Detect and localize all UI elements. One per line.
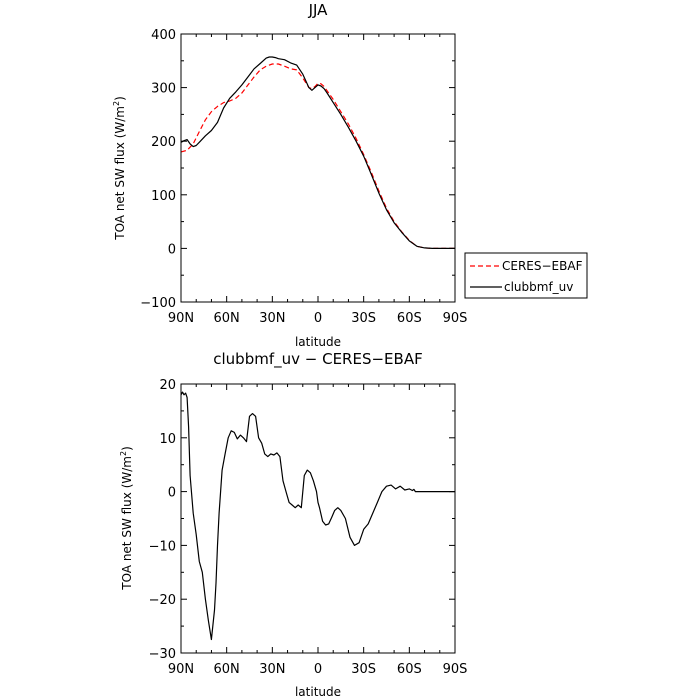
panel-bottom-plot-frame bbox=[180, 383, 456, 654]
legend-label-clubbmf-uv: clubbmf_uv bbox=[504, 280, 573, 294]
panel-bottom-x-tick-label: 30N bbox=[259, 662, 285, 677]
panel-top-y-tick-label: 400 bbox=[151, 28, 176, 43]
legend-box bbox=[464, 252, 588, 299]
panel-top-x-axis-label: latitude bbox=[295, 335, 341, 349]
panel-bottom-x-tick-label: 90N bbox=[168, 662, 194, 677]
panel-top-x-tick-label: 0 bbox=[314, 311, 322, 326]
panel-top-y-tick-label: 200 bbox=[151, 135, 176, 150]
panel-bottom-y-tick-label: 10 bbox=[159, 432, 176, 447]
panel-bottom-y-tick-label: −10 bbox=[149, 539, 176, 554]
panel-bottom: clubbmf_uv − CERES−EBAF 90N 60N 30N 0 30S 60S… bbox=[119, 350, 467, 699]
panel-bottom-x-tick-label: 90S bbox=[443, 662, 468, 677]
panel-top: JJA 90N 60N 30N 0 30S 60S 90S −100 0 100 200 300 400… bbox=[112, 1, 588, 349]
panel-bottom-y-axis-label: TOA net SW flux (W/m2) bbox=[119, 446, 134, 591]
panel-top-x-tick-label: 60S bbox=[397, 311, 422, 326]
panel-top-y-tick-label: −100 bbox=[140, 296, 176, 311]
panel-bottom-x-axis-label: latitude bbox=[295, 685, 341, 699]
panel-top-y-tick-label: 100 bbox=[151, 189, 176, 204]
panel-bottom-series-line-difference bbox=[180, 391, 455, 641]
panel-bottom-y-tick-label: 20 bbox=[159, 378, 176, 393]
panel-bottom-x-tick-label: 30S bbox=[351, 662, 376, 677]
panel-top-x-tick-label: 90S bbox=[443, 311, 468, 326]
panel-bottom-y-tick-label: −30 bbox=[149, 647, 176, 662]
panel-bottom-x-tick-label: 0 bbox=[314, 662, 322, 677]
panel-bottom-y-tick-label: 0 bbox=[168, 486, 176, 501]
panel-top-y-axis-label: TOA net SW flux (W/m2) bbox=[112, 96, 127, 241]
panel-bottom-y-tick-label: −20 bbox=[149, 593, 176, 608]
panel-bottom-x-tick-label: 60S bbox=[397, 662, 422, 677]
panel-bottom-title: clubbmf_uv − CERES−EBAF bbox=[213, 350, 422, 369]
legend: CERES−EBAF clubbmf_uv bbox=[464, 252, 588, 299]
panel-top-x-tick-label: 30N bbox=[259, 311, 285, 326]
panel-top-y-tick-label: 0 bbox=[168, 242, 176, 257]
panel-top-x-tick-label: 30S bbox=[351, 311, 376, 326]
panel-top-x-tick-label: 90N bbox=[168, 311, 194, 326]
panel-top-series-line-ceres-ebaf bbox=[180, 63, 455, 249]
panel-top-plot-frame bbox=[180, 33, 456, 303]
legend-label-ceres-ebaf: CERES−EBAF bbox=[502, 259, 583, 273]
panel-top-series-line-clubbmf-uv bbox=[180, 56, 455, 249]
panel-top-x-tick-label: 60N bbox=[214, 311, 240, 326]
panel-bottom-x-tick-label: 60N bbox=[214, 662, 240, 677]
panel-top-y-tick-label: 300 bbox=[151, 82, 176, 97]
panel-top-title: JJA bbox=[308, 1, 329, 19]
